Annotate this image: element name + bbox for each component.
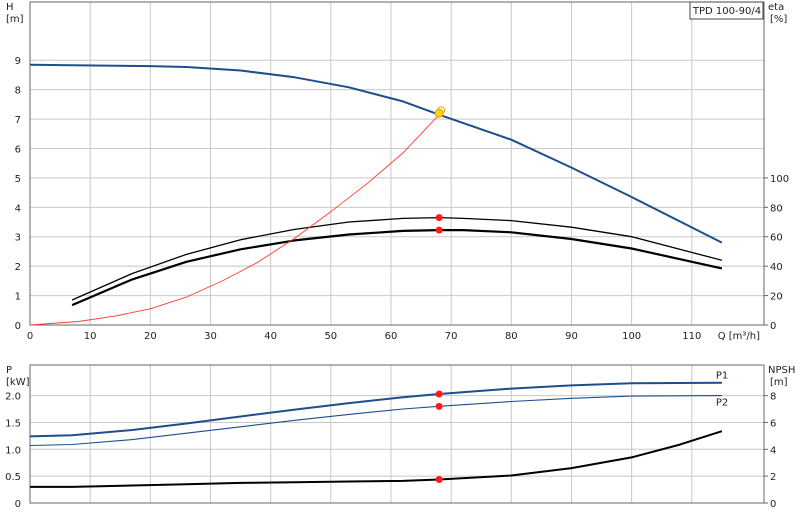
plot-frame [29,1,765,326]
y-right-label: eta [768,2,784,13]
y-left-tick-label: 2.0 [5,392,21,403]
series-P1 [29,381,722,438]
x-tick-label: 100 [622,331,641,342]
x-tick-label: 20 [144,331,157,342]
y-left-tick-label: 3 [15,233,21,244]
series-eta_pump [71,216,723,301]
y-left-tick-label: 1.5 [5,418,21,429]
plot-frame [29,364,765,504]
x-tick-label: 110 [682,331,701,342]
y-left-tick-label: 0 [15,321,21,332]
x-tick-label: 80 [505,331,518,342]
x-tick-label: 50 [324,331,337,342]
series-label-P1: P1 [716,371,728,382]
y-right-tick-label: 2 [770,472,776,483]
chart-panels: 0 10 20 30 40 50 60 70 80 90 100 110012345678902040… [5,1,795,510]
x-tick-label: 30 [204,331,217,342]
y-left-tick-label: 0.5 [5,472,21,483]
y-right-tick-label: 80 [770,203,783,214]
y-right-unit: [m] [770,377,788,388]
y-left-tick-label: 2 [15,262,21,273]
title-text: TPD 100-90/4 [692,6,761,17]
y-left-tick-label: 1 [15,292,21,303]
series-label-P2: P2 [716,398,728,409]
series-system [29,109,446,326]
x-tick-label: 0 [27,331,33,342]
y-right-tick-label: 60 [770,233,783,244]
duty-point [434,108,444,118]
y-right-tick-label: 0 [770,499,776,510]
series-eta_total [71,229,723,307]
y-right-tick-label: 40 [770,262,783,273]
operating-point [435,214,443,222]
y-left-tick-label: 9 [15,56,21,67]
y-right-tick-label: 6 [770,418,776,429]
y-right-tick-label: 0 [770,321,776,332]
series-P2 [29,395,722,447]
operating-point [435,390,443,398]
y-left-tick-label: 7 [15,115,21,126]
y-left-label: H [6,2,14,13]
y-right-unit: [%] [770,14,787,25]
x-tick-label: 40 [264,331,277,342]
y-right-label: NPSH [768,365,795,376]
y-left-tick-label: 4 [15,203,21,214]
y-left-tick-label: 1.0 [5,445,21,456]
y-left-label: P [6,365,12,376]
y-left-unit: [kW] [6,377,30,388]
y-left-tick-label: 6 [15,144,21,155]
x-tick-label: 60 [385,331,398,342]
y-left-unit: [m] [6,14,24,25]
series-NPSH [30,430,723,488]
operating-point [435,476,443,484]
y-left-tick-label: 0 [15,499,21,510]
operating-point [435,402,443,410]
y-right-tick-label: 4 [770,445,776,456]
x-axis-label: Q [m³/h] [718,331,760,342]
y-right-tick-label: 100 [770,174,789,185]
y-right-tick-label: 8 [770,392,776,403]
x-tick-label: 70 [445,331,458,342]
series-H [29,63,723,244]
y-left-tick-label: 8 [15,86,21,97]
title-box: TPD 100-90/4 [689,1,764,20]
panel-head: 0 10 20 30 40 50 60 70 80 90 100 110012345678902040… [6,1,789,342]
operating-point [435,226,443,234]
y-right-tick-label: 20 [770,292,783,303]
x-tick-label: 10 [84,331,97,342]
panel-power: 0 0.5 1.0 1.5 2.0 0 2 4 6 8 P[kW] NPSH[m] P1 P2 [5,364,795,510]
x-tick-label: 90 [565,331,578,342]
y-left-tick-label: 5 [15,174,21,185]
